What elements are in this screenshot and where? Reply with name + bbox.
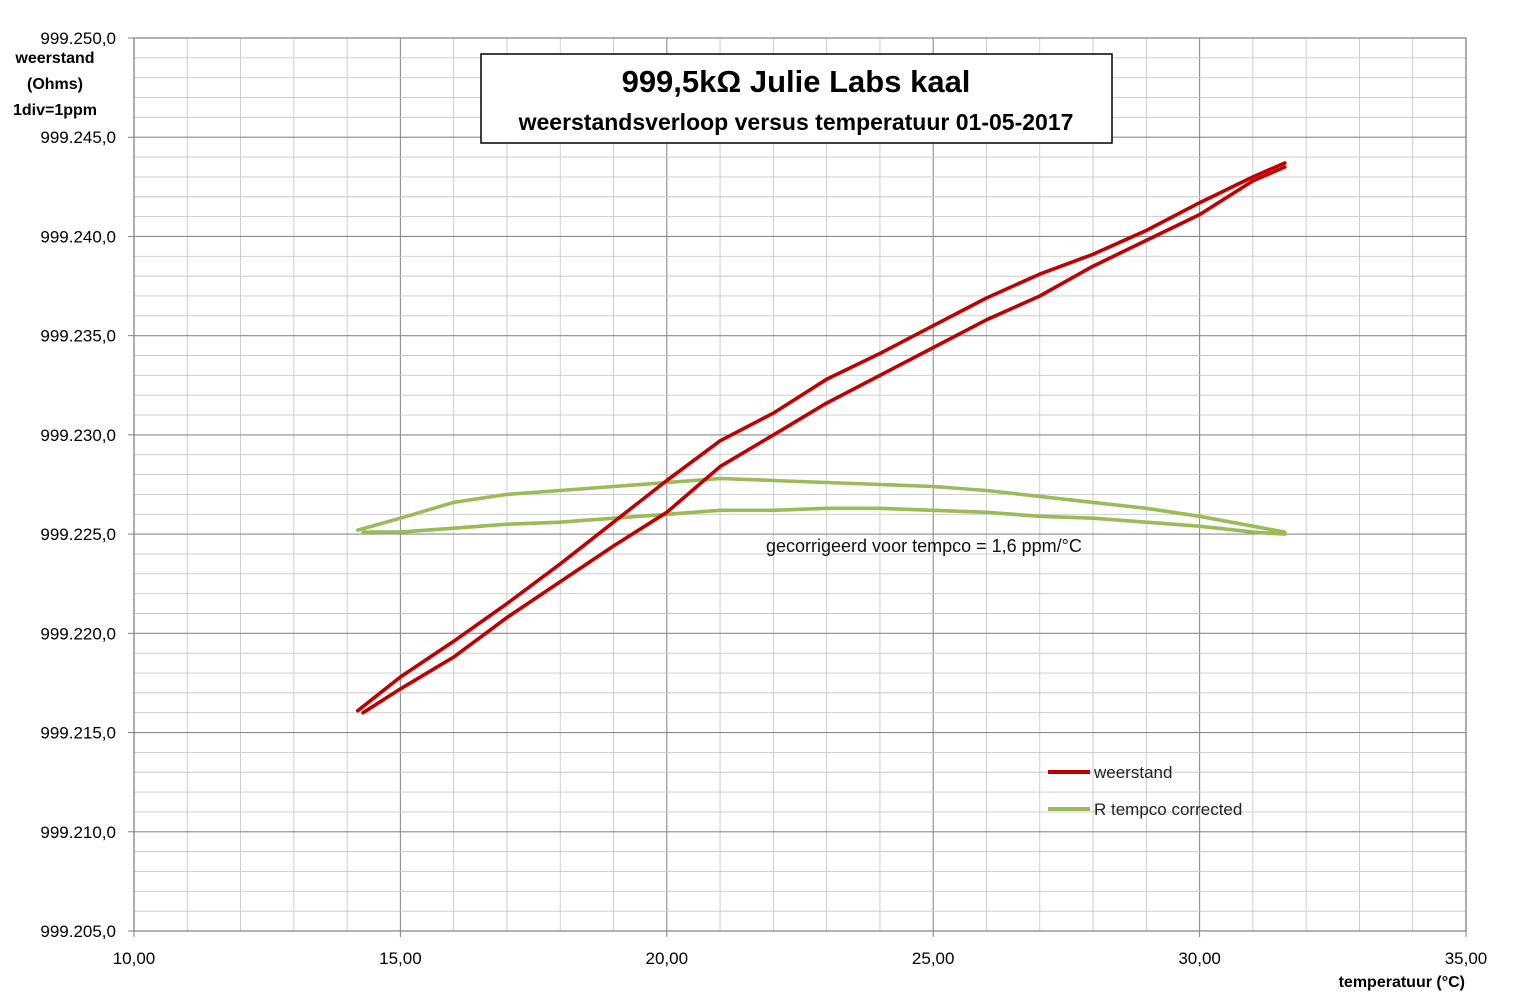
y-tick-label: 999.205,0 [40,922,116,941]
x-tick-label: 30,00 [1178,949,1221,968]
y-axis-title-line-1: weerstand [14,50,94,67]
legend-label-r-tempco-corrected: R tempco corrected [1094,800,1242,819]
x-tick-label: 25,00 [912,949,955,968]
y-axis-ticks: 999.250,0 999.245,0 999.240,0 999.235,0 999.… [40,29,134,941]
x-axis-title: temperatuur (°C) [1339,974,1465,991]
series-line-weerstand-heating [356,161,1287,713]
y-tick-label: 999.215,0 [40,724,116,743]
y-tick-label: 999.225,0 [40,525,116,544]
y-tick-label: 999.245,0 [40,128,116,147]
y-tick-label: 999.220,0 [40,624,116,643]
y-axis-title-line-2: (Ohms) [27,76,83,93]
y-axis-title-line-3: 1div=1ppm [13,102,97,119]
title-box [480,53,1113,144]
plot-border [133,37,1467,932]
series-line-weerstand-cooling [361,165,1287,715]
series-group [356,161,1287,715]
x-tick-label: 10,00 [113,949,156,968]
series-line-r-tempco-corrected-heating [356,476,1287,534]
x-tick-label: 20,00 [646,949,689,968]
x-tick-label: 35,00 [1445,949,1488,968]
chart-title: 999,5kΩ Julie Labs kaal [622,64,971,99]
chart-subtitle: weerstandsverloop versus temperatuur 01-… [518,109,1074,135]
y-tick-label: 999.235,0 [40,327,116,346]
legend: weerstand R tempco corrected [1048,763,1242,819]
x-tick-label: 15,00 [379,949,422,968]
y-tick-label: 999.210,0 [40,823,116,842]
legend-label-weerstand: weerstand [1093,763,1172,782]
y-tick-label: 999.230,0 [40,426,116,445]
y-tick-label: 999.240,0 [40,227,116,246]
series-line-r-tempco-corrected-cooling [361,506,1287,536]
x-axis-ticks: 10,00 15,00 20,00 25,00 30,00 35,00 [113,931,1488,968]
tempco-annotation: gecorrigeerd voor tempco = 1,6 ppm/°C [766,536,1082,556]
plot-grid [133,37,1467,932]
y-tick-label: 999.250,0 [40,29,116,48]
